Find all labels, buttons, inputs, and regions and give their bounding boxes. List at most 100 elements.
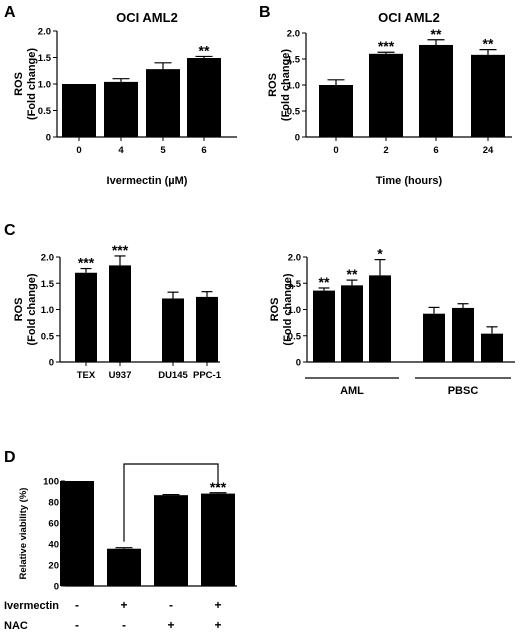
bar: [187, 58, 221, 137]
chart-title: OCI AML2: [116, 10, 178, 25]
panel-letter-a: A: [4, 4, 16, 21]
significance-marker: **: [347, 266, 358, 282]
bar: [471, 54, 505, 138]
x-axis-title: Ivermectin (µM): [107, 175, 188, 187]
x-tick-label: 0: [76, 145, 81, 156]
y-tick-label: 0: [295, 133, 300, 144]
bar: [313, 290, 335, 362]
group-label: AML: [340, 385, 364, 397]
treatment-mark: +: [214, 598, 221, 612]
x-tick-label: 4: [118, 145, 124, 156]
y-axis-title: ROS: [267, 73, 279, 97]
x-tick-label: 0: [333, 145, 338, 156]
chart-panel-c-cell-lines: 0 0.5 1.0 1.5 2.0 ROS (Fold change) *** *** TEX U9…: [13, 242, 222, 381]
panel-letter-c: C: [4, 222, 16, 239]
y-tick-label: 2.0: [288, 253, 301, 264]
x-tick-label: TEX: [77, 370, 96, 381]
group-label: PBSC: [448, 385, 479, 397]
y-tick-label: 80: [48, 498, 59, 509]
significance-marker: **: [431, 26, 442, 42]
y-tick-label: 0.5: [288, 331, 302, 342]
y-tick-label: 40: [48, 540, 59, 551]
bar: [369, 275, 391, 362]
significance-marker: ***: [112, 242, 129, 258]
bar: [419, 44, 453, 137]
y-tick-label: 0: [296, 358, 301, 369]
treatment-mark: -: [75, 598, 79, 612]
treatment-mark: -: [169, 598, 173, 612]
bar: [481, 333, 503, 362]
x-tick-label: 6: [201, 145, 206, 156]
treatment-mark: +: [167, 618, 174, 632]
bar: [60, 481, 94, 586]
y-tick-label: 0: [49, 358, 54, 369]
chart-panel-a: 0 0.5 1.0 1.5 2.0 ROS (Fold change) OCI AML2 ** 0…: [13, 10, 237, 187]
y-tick-label: 1.5: [38, 53, 52, 64]
bar: [341, 285, 363, 362]
bar: [162, 298, 184, 362]
y-tick-label: 0.5: [38, 106, 52, 117]
y-tick-label: 1.0: [38, 80, 51, 91]
x-tick-label: U937: [109, 370, 132, 381]
y-axis-subtitle: (Fold change): [26, 273, 38, 345]
y-tick-label: 2.0: [38, 27, 51, 38]
y-tick-label: 1.0: [41, 305, 54, 316]
y-axis-title: ROS: [13, 72, 25, 96]
y-tick-label: 1.5: [287, 55, 301, 66]
y-tick-label: 20: [48, 561, 59, 572]
y-axis-title: ROS: [269, 298, 281, 322]
panel-letter-d: D: [4, 449, 16, 466]
y-axis-title: ROS: [13, 298, 25, 322]
y-tick-label: 0: [54, 582, 59, 593]
bar: [75, 272, 97, 362]
y-tick-label: 60: [48, 519, 59, 530]
y-tick-label: 100: [43, 477, 59, 488]
chart-title: OCI AML2: [378, 10, 440, 25]
y-axis-title: Relative viability (%): [18, 488, 29, 580]
y-tick-label: 0: [46, 133, 51, 144]
bar: [107, 548, 141, 586]
x-tick-label: 2: [383, 145, 388, 156]
x-tick-label: 6: [433, 145, 438, 156]
y-tick-label: 2.0: [287, 29, 300, 40]
y-tick-label: 1.0: [287, 81, 300, 92]
treatment-mark: +: [120, 598, 127, 612]
bar: [62, 84, 96, 137]
y-tick-label: 2.0: [41, 253, 54, 264]
treatment-mark: -: [75, 618, 79, 632]
bar: [104, 81, 138, 137]
bar: [319, 85, 353, 137]
bar: [423, 313, 445, 362]
y-tick-label: 1.5: [288, 279, 302, 290]
treatment-mark: -: [122, 618, 126, 632]
x-tick-label: 24: [483, 145, 494, 156]
significance-marker: **: [483, 36, 494, 52]
bar: [154, 495, 188, 586]
y-tick-label: 0.5: [41, 331, 55, 342]
y-tick-label: 1.5: [41, 279, 55, 290]
treatment-mark: +: [214, 618, 221, 632]
significance-marker: **: [319, 274, 330, 290]
x-tick-label: PPC-1: [193, 370, 222, 381]
treatment-row-label: NAC: [4, 620, 28, 632]
significance-marker: **: [199, 42, 210, 58]
comparison-bracket: [123, 463, 219, 542]
x-axis-title: Time (hours): [376, 175, 443, 187]
y-axis-subtitle: (Fold change): [26, 48, 38, 120]
significance-marker: ***: [78, 255, 95, 271]
y-axis-subtitle: (Fold change): [282, 273, 294, 345]
significance-marker: *: [377, 246, 383, 262]
bar: [109, 265, 131, 362]
x-tick-label: DU145: [158, 370, 188, 381]
significance-marker: ***: [378, 38, 395, 54]
bar: [369, 53, 403, 137]
bar: [146, 69, 180, 137]
bar: [452, 307, 474, 362]
bar: [201, 493, 235, 586]
panel-letter-b: B: [259, 4, 271, 21]
y-tick-label: 1.0: [288, 305, 301, 316]
